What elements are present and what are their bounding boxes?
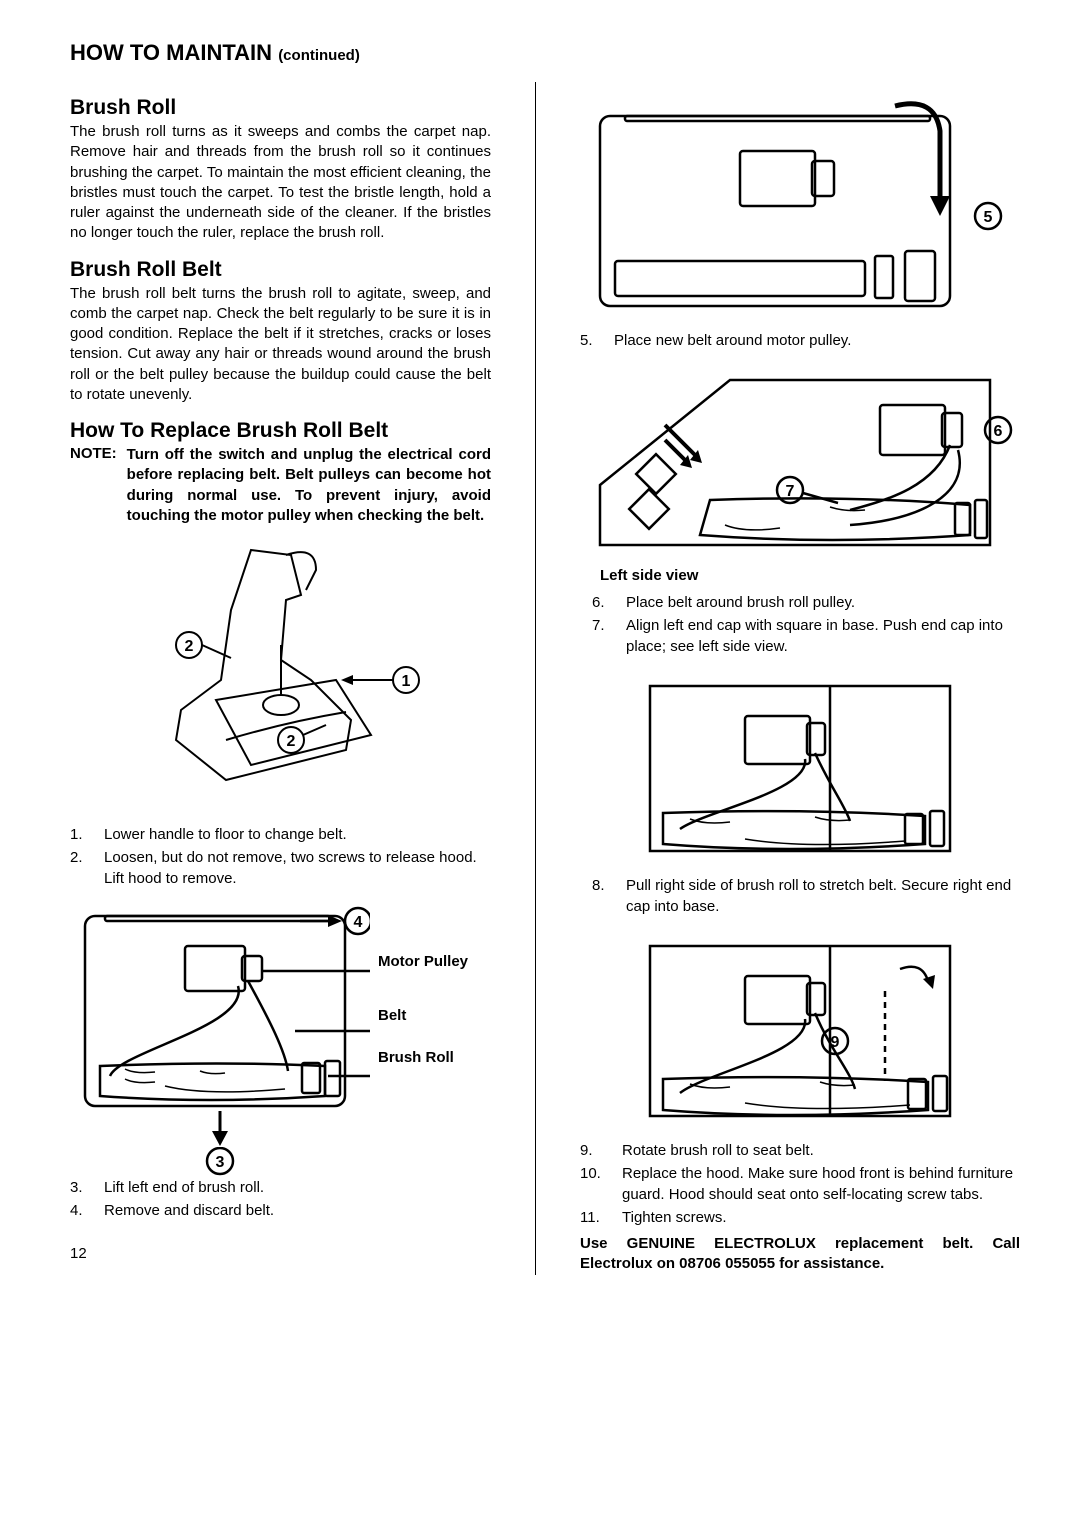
- step-number: 1.: [70, 824, 94, 845]
- note-text: Turn off the switch and unplug the elect…: [127, 445, 491, 526]
- step-text: Lift left end of brush roll.: [104, 1177, 264, 1198]
- diagram-vacuum-iso: 2 2 1: [131, 540, 431, 810]
- brush-roll-heading: Brush Roll: [70, 96, 491, 120]
- page-number: 12: [70, 1245, 491, 1262]
- step-item: 2.Loosen, but do not remove, two screws …: [70, 847, 491, 889]
- column-divider: [535, 82, 536, 1275]
- step-text: Place new belt around motor pulley.: [614, 330, 851, 351]
- steps-1-2: 1.Lower handle to floor to change belt. …: [70, 824, 491, 889]
- step-8: 8.Pull right side of brush roll to stret…: [592, 875, 1020, 917]
- heading-continued: (continued): [278, 47, 360, 64]
- step-5: 5. Place new belt around motor pulley.: [580, 330, 1020, 351]
- diagram-side-labels: Motor Pulley Belt Brush Roll: [378, 891, 468, 1067]
- brush-roll-paragraph: The brush roll turns as it sweeps and co…: [70, 122, 491, 244]
- note-row: NOTE: Turn off the switch and unplug the…: [70, 445, 491, 526]
- svg-text:2: 2: [184, 638, 193, 655]
- step-item: 1. Lower handle to floor to change belt.: [70, 824, 491, 845]
- left-side-view-caption: Left side view: [600, 567, 1020, 584]
- step-item: 11. Tighten screws.: [580, 1207, 1020, 1228]
- svg-text:4: 4: [354, 914, 363, 931]
- footer-note: Use GENUINE ELECTROLUX replacement belt.…: [580, 1234, 1020, 1275]
- step-item: 6. Place belt around brush roll pulley.: [592, 592, 1020, 613]
- step-text: Remove and discard belt.: [104, 1200, 274, 1221]
- svg-text:6: 6: [994, 423, 1003, 440]
- brush-roll-belt-paragraph: The brush roll belt turns the brush roll…: [70, 284, 491, 406]
- diagram-step8: [635, 671, 965, 861]
- steps-3-4: 3. Lift left end of brush roll. 4. Remove …: [70, 1177, 491, 1221]
- page-heading: HOW TO MAINTAIN (continued): [70, 40, 1020, 66]
- step-number: 6.: [592, 592, 616, 613]
- svg-text:2: 2: [286, 733, 295, 750]
- step-number: 3.: [70, 1177, 94, 1198]
- diagram-belt-row: 4 Motor Pulley Belt Brush Roll: [70, 891, 491, 1161]
- label-brush-roll: Brush Roll: [378, 1049, 468, 1067]
- step-text: Loosen, but do not remove, two screws to…: [104, 847, 491, 889]
- step-number: 11.: [580, 1207, 612, 1228]
- step-number: 8.: [592, 875, 616, 917]
- step-item: 3. Lift left end of brush roll.: [70, 1177, 491, 1198]
- step-number: 10.: [580, 1163, 612, 1205]
- svg-text:3: 3: [216, 1154, 225, 1171]
- step-text: Replace the hood. Make sure hood front i…: [622, 1163, 1020, 1205]
- svg-text:9: 9: [831, 1034, 840, 1051]
- note-label: NOTE:: [70, 445, 117, 526]
- step-text: Pull right side of brush roll to stretch…: [626, 875, 1020, 917]
- step-text: Tighten screws.: [622, 1207, 726, 1228]
- diagram-belt-view: 4: [70, 901, 370, 1151]
- step-number: 4.: [70, 1200, 94, 1221]
- step-number: 7.: [592, 615, 616, 657]
- replace-belt-heading: How To Replace Brush Roll Belt: [70, 419, 491, 443]
- svg-text:7: 7: [786, 483, 795, 500]
- step-item: 4. Remove and discard belt.: [70, 1200, 491, 1221]
- callout-3: 3: [70, 1147, 370, 1177]
- step-item: 10. Replace the hood. Make sure hood fron…: [580, 1163, 1020, 1205]
- step-text: Rotate brush roll to seat belt.: [622, 1140, 814, 1161]
- right-column: 5 5. Place new belt around motor pulley.: [580, 82, 1020, 1275]
- step-number: 9.: [580, 1140, 612, 1161]
- diagram-step5: 5: [590, 96, 1010, 316]
- steps-6-7: 6. Place belt around brush roll pulley. 7…: [592, 592, 1020, 657]
- heading-text: HOW TO MAINTAIN: [70, 40, 272, 65]
- svg-text:5: 5: [984, 209, 993, 226]
- svg-text:1: 1: [401, 673, 410, 690]
- steps-9-11: 9. Rotate brush roll to seat belt. 10. Rep…: [580, 1140, 1020, 1228]
- step-number: 2.: [70, 847, 94, 889]
- step-text: Place belt around brush roll pulley.: [626, 592, 855, 613]
- brush-roll-belt-heading: Brush Roll Belt: [70, 258, 491, 282]
- diagram-step9: 9: [635, 931, 965, 1126]
- step-item: 5. Place new belt around motor pulley.: [580, 330, 1020, 351]
- step-item: 8.Pull right side of brush roll to stret…: [592, 875, 1020, 917]
- step-text: Align left end cap with square in base. …: [626, 615, 1020, 657]
- label-belt: Belt: [378, 1007, 468, 1025]
- step-number: 5.: [580, 330, 604, 351]
- step-text: Lower handle to floor to change belt.: [104, 824, 347, 845]
- step-item: 9. Rotate brush roll to seat belt.: [580, 1140, 1020, 1161]
- label-motor-pulley: Motor Pulley: [378, 953, 468, 971]
- diagram-step6-7: 6 7: [580, 365, 1020, 565]
- left-column: Brush Roll The brush roll turns as it sw…: [70, 82, 491, 1275]
- step-item: 7.Align left end cap with square in base…: [592, 615, 1020, 657]
